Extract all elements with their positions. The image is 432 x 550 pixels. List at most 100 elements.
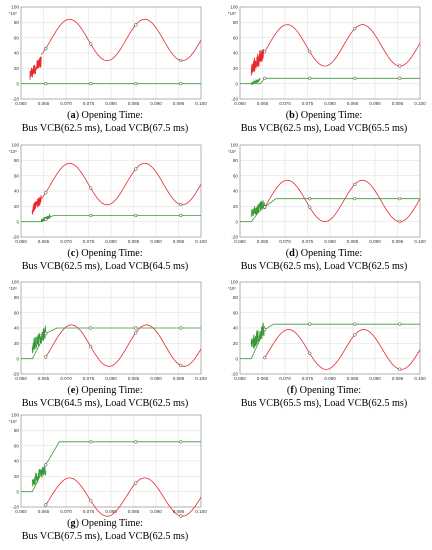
panel-letter: c	[70, 248, 76, 259]
series-marker	[44, 82, 48, 86]
series-marker	[134, 326, 138, 330]
series-marker	[179, 213, 183, 218]
series-marker	[134, 440, 138, 444]
caption-title: Opening Time:	[299, 385, 362, 396]
y-tick-label: 60	[233, 35, 239, 40]
x-tick-label: 0.090	[150, 101, 162, 106]
series-marker	[263, 50, 267, 54]
x-tick-label: 0.090	[150, 239, 162, 244]
series-marker	[179, 82, 183, 86]
x-tick-label: 0.100	[414, 239, 426, 244]
caption-line-1: (g) Opening Time:	[67, 518, 143, 529]
series-marker	[44, 355, 48, 359]
x-tick-label: 0.100	[195, 509, 207, 514]
x-tick-label: 0.075	[302, 376, 314, 381]
y-tick-label: 40	[233, 51, 239, 56]
caption-title: Opening Time:	[300, 248, 363, 259]
series-marker	[308, 205, 312, 209]
x-tick-label: 0.100	[195, 101, 207, 106]
x-tick-label: 0.065	[257, 239, 269, 244]
chart-caption: (e) Opening Time: Bus VCB(64.5 ms), Load…	[5, 384, 205, 410]
chart-caption: (g) Opening Time: Bus VCB(67.5 ms), Load…	[5, 517, 205, 543]
series-line	[264, 179, 421, 223]
caption-line-2: Bus VCB(62.5 ms), Load VCB(62.5 ms)	[240, 261, 408, 272]
x-tick-label: 0.100	[414, 376, 426, 381]
y-tick-label: 60	[233, 173, 239, 178]
series-marker	[353, 76, 357, 80]
y-tick-label: 0	[235, 356, 238, 361]
x-tick-label: 0.060	[234, 239, 246, 244]
x-tick-label: 0.065	[257, 376, 269, 381]
x-tick-label: 0.095	[392, 239, 404, 244]
x-tick-label: 0.070	[279, 239, 291, 244]
y-tick-label: 40	[14, 459, 20, 464]
y-tick-label: -20	[231, 372, 238, 377]
y-tick-label: 40	[14, 189, 20, 194]
series-line	[40, 163, 202, 206]
x-tick-label: 0.080	[324, 239, 336, 244]
chart-plot: 0.060 0.065 0.070 0.075 0.080 0.085 0.090 0.095…	[9, 280, 207, 381]
y-tick-label: 0	[235, 81, 238, 86]
caption-line-1: (c) Opening Time:	[67, 248, 143, 259]
y-axis-multiplier: *10³	[228, 11, 236, 16]
series-line	[263, 24, 421, 67]
y-tick-label: 20	[14, 204, 20, 209]
series-transient	[31, 464, 47, 487]
chart-caption: (a) Opening Time: Bus VCB(62.5 ms), Load…	[5, 109, 205, 135]
chart-plot: 0.060 0.065 0.070 0.075 0.080 0.085 0.090 0.095…	[9, 143, 207, 244]
x-tick-label: 0.090	[150, 376, 162, 381]
x-tick-label: 0.070	[60, 509, 72, 514]
series-marker	[308, 351, 312, 356]
y-axis-multiplier: *10³	[9, 419, 17, 424]
caption-title: Opening Time:	[81, 518, 143, 529]
series-transient	[40, 213, 51, 223]
caption-line-2: Bus VCB(62.5 ms), Load VCB(65.5 ms)	[240, 123, 408, 134]
series-transient	[250, 49, 264, 76]
series-marker	[398, 64, 402, 68]
caption-line-1: (f) Opening Time:	[286, 385, 362, 396]
series-marker	[89, 326, 93, 330]
y-tick-label: -20	[231, 235, 238, 240]
chart-caption: (b) Opening Time: Bus VCB(62.5 ms), Load…	[224, 109, 424, 135]
caption-title: Opening Time:	[81, 248, 143, 259]
caption-line-1: (e) Opening Time:	[67, 385, 143, 396]
series-marker	[179, 202, 183, 207]
y-tick-label: 80	[14, 295, 20, 300]
caption-title: Opening Time:	[300, 110, 363, 121]
x-tick-label: 0.095	[392, 376, 404, 381]
x-tick-label: 0.090	[150, 509, 162, 514]
x-tick-label: 0.070	[60, 239, 72, 244]
series-marker	[353, 197, 357, 201]
chart-caption: (f) Opening Time: Bus VCB(65.5 ms), Load…	[224, 384, 424, 410]
y-tick-label: 40	[14, 51, 20, 56]
y-tick-label: -20	[12, 505, 19, 510]
plot-frame	[239, 144, 421, 238]
chart-plot: 0.060 0.065 0.070 0.075 0.080 0.085 0.090 0.095…	[9, 5, 207, 106]
series-line	[21, 215, 201, 223]
y-tick-label: 100	[11, 280, 19, 285]
y-axis-multiplier: *10³	[228, 149, 236, 154]
series-line	[240, 77, 420, 85]
y-axis-multiplier: *10³	[9, 11, 17, 16]
series-marker	[134, 481, 138, 485]
x-tick-label: 0.100	[195, 239, 207, 244]
y-tick-label: 60	[233, 310, 239, 315]
plot-frame	[239, 6, 421, 100]
y-tick-label: 20	[233, 66, 239, 71]
chart-panel-d: 0.060 0.065 0.070 0.075 0.080 0.085 0.090 0.095…	[224, 141, 426, 277]
chart-panel-f: 0.060 0.065 0.070 0.075 0.080 0.085 0.090 0.095…	[224, 278, 426, 414]
caption-title: Opening Time:	[81, 110, 143, 121]
x-tick-label: 0.075	[83, 509, 95, 514]
series-marker	[89, 186, 93, 190]
y-tick-label: 100	[11, 143, 19, 148]
series-marker	[179, 58, 183, 63]
y-tick-label: 100	[230, 280, 238, 285]
series-marker	[44, 190, 48, 195]
series-transient	[250, 200, 266, 217]
chart-panel-e: 0.060 0.065 0.070 0.075 0.080 0.085 0.090 0.095…	[5, 278, 207, 414]
x-tick-label: 0.080	[105, 376, 117, 381]
y-tick-label: 80	[14, 158, 20, 163]
series-marker	[398, 367, 402, 371]
x-tick-label: 0.085	[347, 376, 359, 381]
series-marker	[308, 322, 312, 326]
